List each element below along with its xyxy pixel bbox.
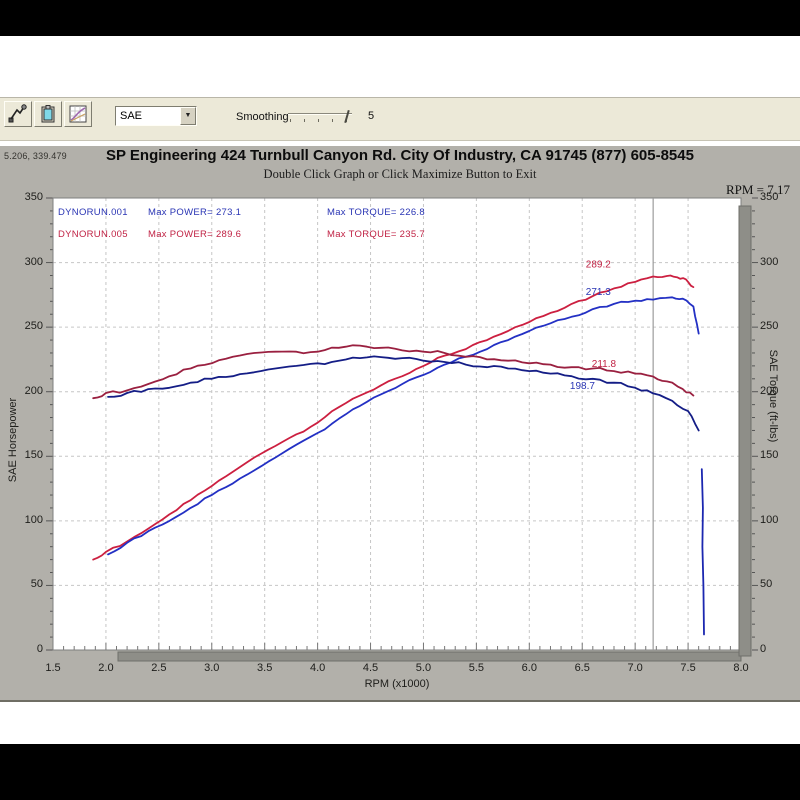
y-right-tick-label: 350 <box>760 191 779 203</box>
chart-subtitle: Double Click Graph or Click Maximize But… <box>263 167 537 181</box>
y-right-tick-label: 200 <box>760 384 779 397</box>
cursor-value-label: 271.3 <box>586 287 611 298</box>
cursor-coordinates-readout: 5.206, 339.479 <box>4 151 67 161</box>
units-dropdown-value: SAE <box>120 110 143 122</box>
x-tick-label: 7.5 <box>680 662 696 674</box>
chevron-down-icon[interactable]: ▼ <box>180 107 196 125</box>
graph-setup-button[interactable] <box>64 101 92 127</box>
slider-groove <box>288 113 352 114</box>
y-left-tick-label: 250 <box>24 320 43 333</box>
legend-run-name: DYNORUN.005 <box>58 229 128 240</box>
series-curve <box>700 468 705 636</box>
legend-row-run2: DYNORUN.005 Max POWER= 289.6 Max TORQUE=… <box>0 229 800 241</box>
trace-cursor-tool-button[interactable] <box>4 101 32 127</box>
y-left-tick-label: 150 <box>24 449 43 462</box>
x-tick-label: 4.0 <box>309 662 326 674</box>
y-axis-title-torque: SAE Torque (ft-lbs) <box>767 349 779 443</box>
slider-tick <box>318 119 319 122</box>
series-curve <box>107 296 700 556</box>
smoothing-value: 5 <box>368 110 375 122</box>
chart-title: SP Engineering 424 Turnbull Canyon Rd. C… <box>106 147 694 164</box>
y-right-tick-label: 250 <box>760 320 779 333</box>
letterbox-bottom <box>0 744 800 800</box>
y-left-tick-label: 100 <box>24 513 43 526</box>
cursor-value-label: 211.8 <box>592 359 617 370</box>
x-tick-label: 8.0 <box>733 662 749 674</box>
x-axis-title: RPM (x1000) <box>364 678 430 690</box>
y-right-tick-label: 0 <box>760 643 767 655</box>
smoothing-label: Smoothing <box>236 111 289 123</box>
x-tick-label: 1.5 <box>45 662 61 674</box>
legend-row-run1: DYNORUN.001 Max POWER= 273.1 Max TORQUE=… <box>0 207 800 219</box>
slider-tick <box>304 119 305 122</box>
y-left-tick-label: 50 <box>30 578 43 591</box>
x-tick-label: 5.0 <box>415 662 432 674</box>
x-tick-label: 2.0 <box>98 662 114 674</box>
vertical-scrollbar[interactable] <box>738 205 752 657</box>
x-tick-label: 3.5 <box>257 662 273 674</box>
y-right-tick-label: 150 <box>760 449 779 462</box>
cursor-value-label: 289.2 <box>586 260 611 271</box>
legend-run-name: DYNORUN.001 <box>58 207 128 218</box>
horizontal-scrollbar[interactable] <box>117 651 742 662</box>
cursor-value-label: 198.7 <box>570 381 595 392</box>
y-left-tick-label: 200 <box>24 384 43 397</box>
x-tick-label: 4.5 <box>362 662 379 674</box>
x-tick-label: 6.0 <box>521 662 537 674</box>
y-axis-title-horsepower: SAE Horsepower <box>7 397 19 483</box>
legend-max-power: Max POWER= 273.1 <box>148 207 242 218</box>
slider-tick <box>290 119 291 122</box>
clipboard-icon <box>41 105 55 123</box>
smoothing-slider[interactable] <box>288 109 352 125</box>
toolbar: SAE ▼ Smoothing 5 <box>0 97 800 141</box>
series-curve <box>92 274 695 561</box>
slider-tick <box>332 119 333 122</box>
y-left-tick-label: 0 <box>36 643 43 655</box>
legend-max-torque: Max TORQUE= 235.7 <box>327 229 425 240</box>
x-tick-label: 6.5 <box>574 662 590 674</box>
y-right-tick-label: 300 <box>760 255 779 268</box>
series-curve <box>92 344 695 400</box>
series-curve <box>107 355 700 432</box>
x-tick-label: 3.0 <box>204 662 220 674</box>
units-dropdown[interactable]: SAE ▼ <box>115 106 197 126</box>
legend-max-torque: Max TORQUE= 226.8 <box>327 207 425 218</box>
x-tick-label: 5.5 <box>468 662 485 674</box>
y-left-tick-label: 300 <box>24 255 43 268</box>
letterbox-top <box>0 0 800 36</box>
x-tick-label: 7.0 <box>627 662 643 674</box>
rpm-cursor-readout: RPM = 7.17 <box>725 182 790 197</box>
y-right-tick-label: 100 <box>760 513 779 526</box>
slider-groove-highlight <box>288 114 352 115</box>
graph-report-icon <box>69 105 87 123</box>
chart-panel[interactable]: 5.206, 339.479 SP Engineering 424 Turnbu… <box>0 146 800 702</box>
x-tick-label: 2.5 <box>151 662 167 674</box>
y-right-tick-label: 50 <box>760 578 773 591</box>
plot-area[interactable]: 289.2 271.3 211.8 198.7 <box>0 146 800 700</box>
slider-handle[interactable] <box>344 109 350 124</box>
y-left-tick-label: 350 <box>24 191 43 203</box>
copy-to-clipboard-button[interactable] <box>34 101 62 127</box>
legend-max-power: Max POWER= 289.6 <box>148 229 242 240</box>
plot-background <box>53 198 741 650</box>
graph-pointer-icon <box>8 104 27 123</box>
